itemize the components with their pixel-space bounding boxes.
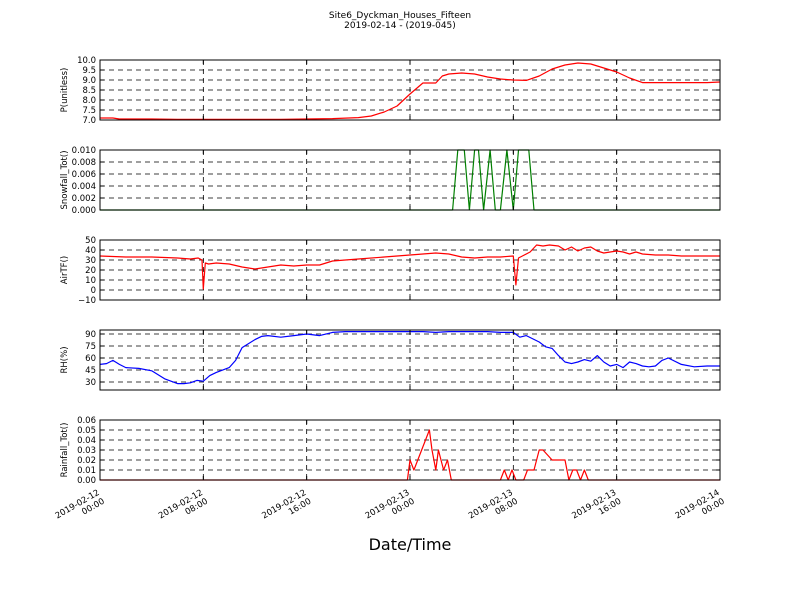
y-tick-label: 75 xyxy=(85,342,96,352)
y-axis-label: RH(%) xyxy=(60,346,70,373)
chart-title: Site6_Dyckman_Houses_Fifteen xyxy=(328,11,472,21)
y-tick-label: 9.5 xyxy=(82,66,96,76)
y-tick-label: 90 xyxy=(85,330,96,340)
series-line-4 xyxy=(99,331,720,385)
y-axis-label: Rainfall_Tot() xyxy=(60,423,70,478)
y-tick-label: 0.006 xyxy=(72,170,96,180)
y-tick-label: 0.01 xyxy=(77,466,96,476)
x-axis-label: Date/Time xyxy=(368,535,452,554)
series-line-5 xyxy=(100,429,720,481)
y-tick-label: 0.000 xyxy=(72,206,96,216)
chart-subtitle: 2019-02-14 - (2019-045) xyxy=(344,21,456,31)
y-tick-label: 60 xyxy=(85,354,96,364)
y-tick-label: 0.03 xyxy=(77,446,96,456)
y-axis-label: P(unitless) xyxy=(60,68,70,113)
y-tick-label: −10 xyxy=(78,296,96,306)
y-axis-label: Snowfall_Tot() xyxy=(60,150,70,209)
y-tick-label: 10.0 xyxy=(77,56,96,66)
y-tick-label: 50 xyxy=(85,236,96,246)
y-tick-label: 30 xyxy=(85,256,96,266)
series-line-1 xyxy=(100,62,721,121)
y-tick-label: 0.010 xyxy=(72,146,96,156)
y-tick-label: 0.002 xyxy=(72,194,96,204)
y-tick-label: 0.004 xyxy=(72,182,96,192)
y-tick-label: 0.05 xyxy=(77,426,96,436)
y-tick-label: 0.02 xyxy=(77,456,96,466)
y-tick-label: 7.0 xyxy=(82,116,96,126)
y-tick-label: 7.5 xyxy=(82,106,96,116)
y-tick-label: 0.00 xyxy=(77,476,96,486)
y-tick-label: 40 xyxy=(85,246,96,256)
y-tick-label: 45 xyxy=(85,366,96,376)
y-tick-label: 0.008 xyxy=(72,158,96,168)
y-tick-label: 0.06 xyxy=(77,416,96,426)
y-tick-label: 30 xyxy=(85,378,96,388)
y-axis-label: AirTF() xyxy=(60,256,70,284)
y-tick-label: 9.0 xyxy=(82,76,96,86)
y-tick-label: 0.04 xyxy=(77,436,96,446)
y-tick-label: 20 xyxy=(85,266,96,276)
y-tick-label: 8.0 xyxy=(82,96,96,106)
y-tick-label: 8.5 xyxy=(82,86,96,96)
series-line-3 xyxy=(99,244,720,290)
y-tick-label: 10 xyxy=(85,276,96,286)
y-tick-label: 0 xyxy=(91,286,96,296)
